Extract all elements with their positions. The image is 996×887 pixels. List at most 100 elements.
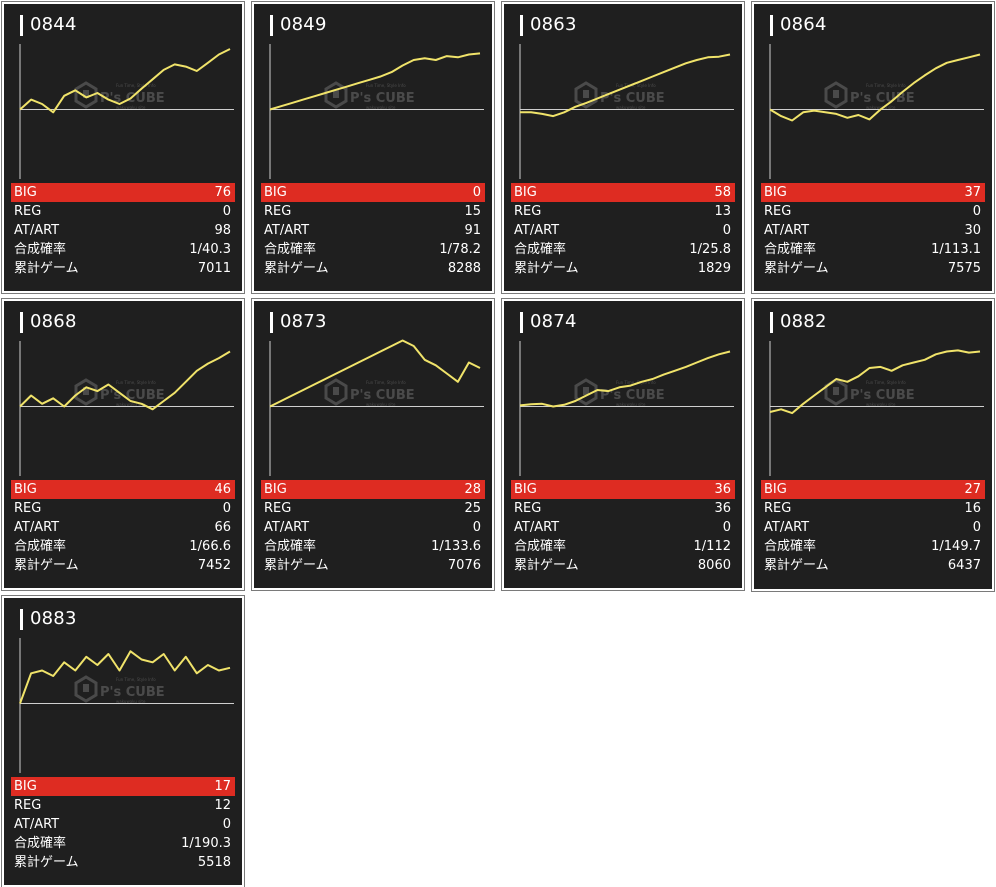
rate-row: 合成確率 1/25.8 <box>511 240 735 259</box>
games-row-label: 累計ゲーム <box>14 261 79 276</box>
at-row: AT/ART 91 <box>261 221 485 240</box>
rate-row-value: 1/66.6 <box>189 539 231 554</box>
machine-card-0844[interactable]: 0844 P's CUBE Fun Time, Style Info wakuwaku… <box>1 1 245 294</box>
machine-card-0883[interactable]: 0883 P's CUBE Fun Time, Style Info wakuwaku… <box>1 595 245 887</box>
rate-row-label: 合成確率 <box>14 242 67 257</box>
rate-row-label: 合成確率 <box>14 539 67 554</box>
title-accent-bar <box>270 15 273 36</box>
at-row: AT/ART 0 <box>511 221 735 240</box>
big-row-value: 17 <box>214 779 231 794</box>
at-row: AT/ART 0 <box>11 815 235 834</box>
at-row-value: 0 <box>722 520 731 535</box>
watermark-bottom-line: wakuwaku site <box>366 105 396 110</box>
watermark-top-line: Fun Time, Style Info <box>116 83 156 88</box>
reg-row-value: 16 <box>964 501 981 516</box>
reg-row-label: REG <box>514 204 542 219</box>
at-row: AT/ART 98 <box>11 221 235 240</box>
big-row-label: BIG <box>514 185 537 200</box>
rate-row-value: 1/112 <box>693 539 731 554</box>
big-row: BIG 28 <box>261 480 485 499</box>
machine-card-0874[interactable]: 0874 P's CUBE Fun Time, Style Info wakuwaku… <box>501 298 745 591</box>
slump-line <box>269 52 481 111</box>
reg-row-value: 0 <box>972 204 981 219</box>
rate-row-label: 合成確率 <box>264 242 317 257</box>
machine-card-0868[interactable]: 0868 P's CUBE Fun Time, Style Info wakuwaku… <box>1 298 245 591</box>
at-row-value: 66 <box>214 520 231 535</box>
games-row: 累計ゲーム 8060 <box>511 556 735 575</box>
rate-row-value: 1/113.1 <box>931 242 981 257</box>
watermark-top-line: Fun Time, Style Info <box>866 83 906 88</box>
machine-number: 0868 <box>30 311 77 332</box>
games-row-label: 累計ゲーム <box>264 558 329 573</box>
big-row: BIG 76 <box>11 183 235 202</box>
machine-card-0863[interactable]: 0863 P's CUBE Fun Time, Style Info wakuwaku… <box>501 1 745 294</box>
watermark-bottom-line: wakuwaku site <box>866 402 896 407</box>
title-accent-bar <box>520 312 523 333</box>
at-row-label: AT/ART <box>264 520 310 535</box>
rate-row: 合成確率 1/112 <box>511 537 735 556</box>
machine-card-0873[interactable]: 0873 P's CUBE Fun Time, Style Info wakuwaku… <box>251 298 495 591</box>
reg-row-value: 0 <box>222 501 231 516</box>
games-row-value: 8060 <box>697 558 731 573</box>
reg-row-label: REG <box>514 501 542 516</box>
title-accent-bar <box>20 15 23 36</box>
rate-row: 合成確率 1/149.7 <box>761 537 985 556</box>
machine-number: 0849 <box>280 14 327 35</box>
reg-row: REG 13 <box>511 202 735 221</box>
rate-row: 合成確率 1/190.3 <box>11 834 235 853</box>
reg-row-value: 13 <box>714 204 731 219</box>
at-row-value: 91 <box>464 223 481 238</box>
at-row-label: AT/ART <box>514 223 560 238</box>
ps-cube-watermark: P's CUBE Fun Time, Style Info wakuwaku sit… <box>574 378 665 407</box>
watermark-top-line: Fun Time, Style Info <box>366 83 406 88</box>
slump-line <box>19 350 231 411</box>
big-row: BIG 37 <box>761 183 985 202</box>
games-row-value: 7076 <box>447 558 481 573</box>
machine-panel: 0868 P's CUBE Fun Time, Style Info wakuwaku… <box>4 301 242 588</box>
machine-panel: 0849 P's CUBE Fun Time, Style Info wakuwaku… <box>254 4 492 291</box>
machine-card-0849[interactable]: 0849 P's CUBE Fun Time, Style Info wakuwaku… <box>251 1 495 294</box>
watermark-bottom-line: wakuwaku site <box>616 105 646 110</box>
machine-number: 0883 <box>30 608 77 629</box>
watermark-top-line: Fun Time, Style Info <box>616 380 656 385</box>
games-row-value: 7452 <box>197 558 231 573</box>
big-row: BIG 58 <box>511 183 735 202</box>
games-row: 累計ゲーム 7076 <box>261 556 485 575</box>
machine-card-0882[interactable]: 0882 P's CUBE Fun Time, Style Info wakuwaku… <box>751 298 995 592</box>
at-row-label: AT/ART <box>514 520 560 535</box>
rate-row-value: 1/149.7 <box>931 539 981 554</box>
rate-row: 合成確率 1/133.6 <box>261 537 485 556</box>
watermark-bottom-line: wakuwaku site <box>616 402 646 407</box>
rate-row-label: 合成確率 <box>14 836 67 851</box>
title-accent-bar <box>520 15 523 36</box>
big-row: BIG 27 <box>761 480 985 499</box>
at-row-value: 0 <box>472 520 481 535</box>
watermark-top-line: Fun Time, Style Info <box>616 83 656 88</box>
ps-cube-watermark: P's CUBE Fun Time, Style Info wakuwaku sit… <box>74 675 165 704</box>
games-row: 累計ゲーム 7011 <box>11 259 235 278</box>
reg-row-label: REG <box>764 204 792 219</box>
big-row-label: BIG <box>264 185 287 200</box>
at-row-label: AT/ART <box>14 817 60 832</box>
slump-graph: P's CUBE Fun Time, Style Info wakuwaku sit… <box>19 44 234 179</box>
big-row-value: 46 <box>214 482 231 497</box>
slump-graph: P's CUBE Fun Time, Style Info wakuwaku sit… <box>519 44 734 179</box>
slump-graph: P's CUBE Fun Time, Style Info wakuwaku sit… <box>519 341 734 476</box>
at-row-value: 98 <box>214 223 231 238</box>
games-row: 累計ゲーム 7452 <box>11 556 235 575</box>
reg-row-value: 25 <box>464 501 481 516</box>
title-accent-bar <box>770 15 773 36</box>
rate-row-label: 合成確率 <box>264 539 317 554</box>
reg-row-value: 0 <box>222 204 231 219</box>
slump-line <box>769 349 981 415</box>
slump-line <box>769 53 981 122</box>
machine-card-0864[interactable]: 0864 P's CUBE Fun Time, Style Info wakuwaku… <box>751 1 995 294</box>
reg-row-label: REG <box>764 501 792 516</box>
watermark-brand: P's CUBE <box>100 91 165 106</box>
at-row: AT/ART 66 <box>11 518 235 537</box>
at-row-value: 30 <box>964 223 981 238</box>
slump-graph: P's CUBE Fun Time, Style Info wakuwaku sit… <box>769 44 984 179</box>
at-row-label: AT/ART <box>14 520 60 535</box>
ps-cube-watermark: P's CUBE Fun Time, Style Info wakuwaku sit… <box>324 81 415 110</box>
